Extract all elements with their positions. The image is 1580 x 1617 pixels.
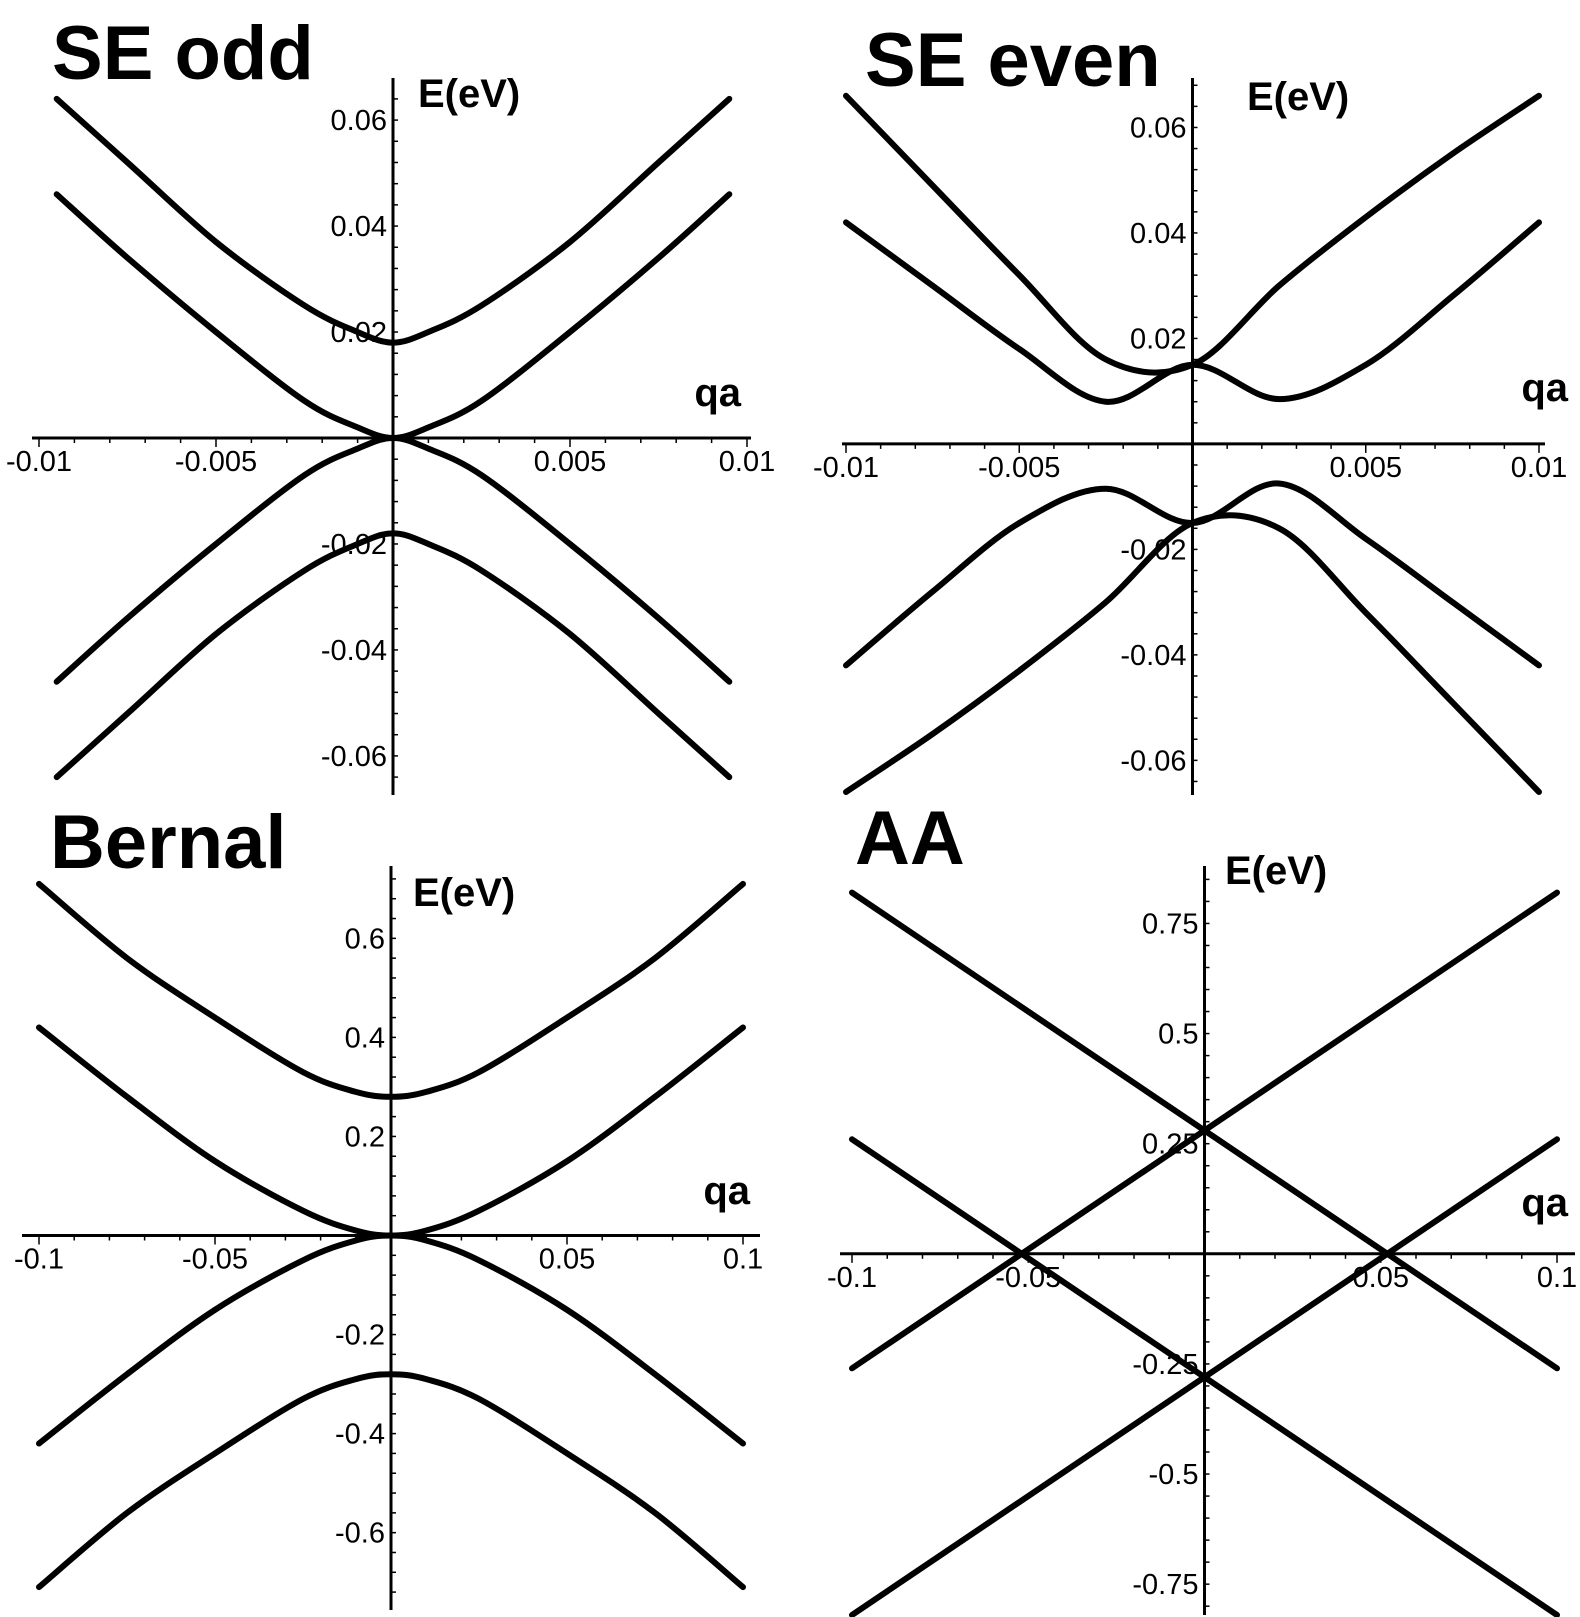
- x-tick-label: 0.1: [723, 1244, 763, 1276]
- band-curve-4: [36, 1371, 746, 1591]
- y-tick-label: -0.2: [335, 1320, 385, 1352]
- panel-title: SE even: [865, 18, 1161, 103]
- curves: [53, 95, 733, 781]
- x-axis-label: qa: [1521, 366, 1568, 410]
- panel-se-even: SE even E(eV) qa -0.01 -0.005 0.005 0.01 0.0…: [813, 18, 1569, 795]
- x-tick-label: -0.005: [978, 452, 1060, 484]
- curves: [36, 880, 746, 1591]
- band-curve-3: [36, 1232, 746, 1447]
- panel-aa: AA E(eV) qa -0.1 -0.05 0.05 0.10.750.50.25-…: [827, 796, 1577, 1617]
- band-curve-2: [849, 889, 1560, 1372]
- band-curve-3: [53, 435, 733, 685]
- x-axis-label: qa: [694, 371, 741, 415]
- y-tick-label: 0.06: [331, 105, 387, 137]
- y-tick-label: 0.75: [1142, 908, 1198, 940]
- x-axis-label: qa: [1521, 1181, 1568, 1225]
- x-tick-label: 0.05: [1353, 1262, 1409, 1294]
- x-tick-label: 0.05: [539, 1244, 595, 1276]
- band-curve-2: [843, 219, 1542, 405]
- x-tick-label: -0.01: [6, 446, 72, 478]
- x-tick-label: -0.1: [827, 1262, 877, 1294]
- band-curve-1: [36, 880, 746, 1100]
- y-tick-label: 0.04: [1130, 218, 1186, 250]
- band-curve-4: [53, 530, 733, 781]
- y-tick-label: -0.5: [1149, 1459, 1199, 1491]
- y-tick-label: 0.04: [331, 211, 387, 243]
- y-tick-label: -0.4: [335, 1419, 385, 1451]
- x-tick-label: 0.01: [719, 446, 775, 478]
- x-tick-label: 0.005: [1329, 452, 1402, 484]
- tick-labels: -0.1 -0.05 0.05 0.1 0.6 0.4 0.2 -0.2 -0.4 -0.6: [14, 923, 763, 1549]
- axes: [840, 866, 1575, 1615]
- y-tick-label: 0.02: [1130, 323, 1186, 355]
- x-tick-label: 0.1: [1537, 1262, 1577, 1294]
- x-tick-label: -0.01: [813, 452, 879, 484]
- axes: [842, 78, 1545, 795]
- band-curve-1: [53, 95, 733, 346]
- x-tick-label: -0.05: [182, 1244, 248, 1276]
- y-tick-label: 0.5: [1158, 1019, 1198, 1051]
- panel-title: SE odd: [52, 11, 314, 96]
- y-tick-label: 0.06: [1130, 112, 1186, 144]
- y-tick-label: 0.2: [345, 1121, 385, 1153]
- y-tick-label: -0.6: [335, 1518, 385, 1550]
- curves: [843, 92, 1542, 795]
- y-axis-label: E(eV): [1225, 849, 1327, 893]
- x-tick-label: 0.005: [534, 446, 607, 478]
- x-tick-label: -0.005: [175, 446, 257, 478]
- x-tick-label: 0.01: [1511, 452, 1567, 484]
- y-tick-label: 0.4: [345, 1022, 385, 1054]
- tick-labels: -0.01 -0.005 0.005 0.010.060.040.02-0.02-0.…: [6, 105, 775, 773]
- y-tick-label: -0.06: [1120, 745, 1186, 777]
- x-axis-label: qa: [703, 1169, 750, 1213]
- panel-se-odd: SE odd E(eV) qa -0.01 -0.005 0.005 0.01 0.06…: [6, 11, 775, 795]
- y-axis-label: E(eV): [413, 871, 515, 915]
- band-curve-4: [849, 1136, 1560, 1617]
- y-tick-label: -0.75: [1132, 1569, 1198, 1601]
- y-tick-label: -0.04: [321, 635, 387, 667]
- band-curve-4: [843, 512, 1542, 795]
- panel-title: Bernal: [50, 800, 287, 885]
- y-tick-label: -0.06: [321, 741, 387, 773]
- y-tick-label: -0.04: [1120, 640, 1186, 672]
- panel-bernal: Bernal E(eV) qa -0.1 -0.05 0.05 0.1 0.6 0.4 0.…: [14, 800, 763, 1610]
- y-axis-label: E(eV): [1247, 75, 1349, 119]
- y-axis-label: E(eV): [418, 72, 520, 116]
- tick-labels: -0.1 -0.05 0.05 0.10.750.50.25-0.25-0.5-0.7…: [827, 908, 1577, 1601]
- x-tick-label: -0.1: [14, 1244, 64, 1276]
- tick-labels: -0.01 -0.005 0.005 0.010.060.040.02-0.02-0.…: [813, 112, 1567, 777]
- panel-title: AA: [855, 796, 965, 881]
- curves: [849, 889, 1560, 1617]
- y-tick-label: 0.6: [345, 923, 385, 955]
